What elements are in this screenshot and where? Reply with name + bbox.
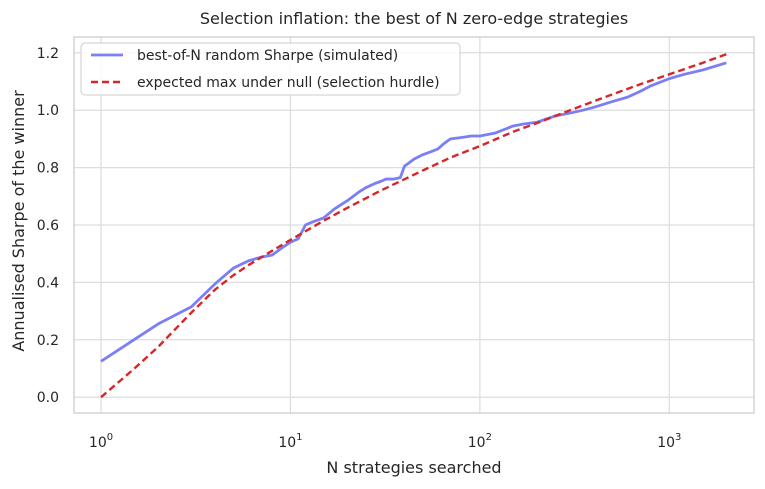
y-tick-label: 1.0: [37, 103, 59, 119]
y-tick-label: 0.0: [37, 390, 59, 406]
y-tick-label: 0.4: [37, 275, 59, 291]
legend: best-of-N random Sharpe (simulated) expec…: [80, 42, 461, 96]
x-tick-base: 10: [89, 435, 107, 451]
x-tick-exponent: 3: [675, 432, 681, 443]
x-tick-label: 100: [89, 432, 113, 451]
x-tick-exponent: 2: [486, 432, 492, 443]
x-tick-base: 10: [657, 435, 675, 451]
x-tick-label: 103: [657, 432, 681, 451]
legend-entry: expected max under null (selection hurdl…: [137, 75, 440, 91]
x-tick-label: 102: [468, 432, 492, 451]
y-tick-labels: 0.0 0.2 0.4 0.6 0.8 1.0 1.2: [37, 46, 59, 406]
x-tick-exponent: 0: [107, 432, 113, 443]
series-line-expected-max: [100, 53, 727, 399]
legend-box: [80, 42, 461, 96]
x-tick-label: 101: [278, 432, 302, 451]
y-tick-label: 0.8: [37, 161, 59, 177]
x-tick-exponent: 1: [296, 432, 302, 443]
series-layer: [100, 53, 727, 399]
chart-title: Selection inflation: the best of N zero-…: [200, 9, 628, 28]
legend-entry: best-of-N random Sharpe (simulated): [137, 48, 398, 64]
series-line-simulated: [100, 61, 727, 363]
y-axis-label: Annualised Sharpe of the winner: [9, 90, 28, 352]
y-tick-label: 1.2: [37, 46, 59, 62]
plot-frame: [73, 36, 755, 414]
y-tick-label: 0.6: [37, 218, 59, 234]
y-tick-label: 0.2: [37, 333, 59, 349]
x-tick-labels: 100 101 102 103: [89, 432, 681, 451]
x-tick-base: 10: [468, 435, 486, 451]
x-axis-label: N strategies searched: [326, 458, 501, 477]
x-tick-base: 10: [278, 435, 296, 451]
